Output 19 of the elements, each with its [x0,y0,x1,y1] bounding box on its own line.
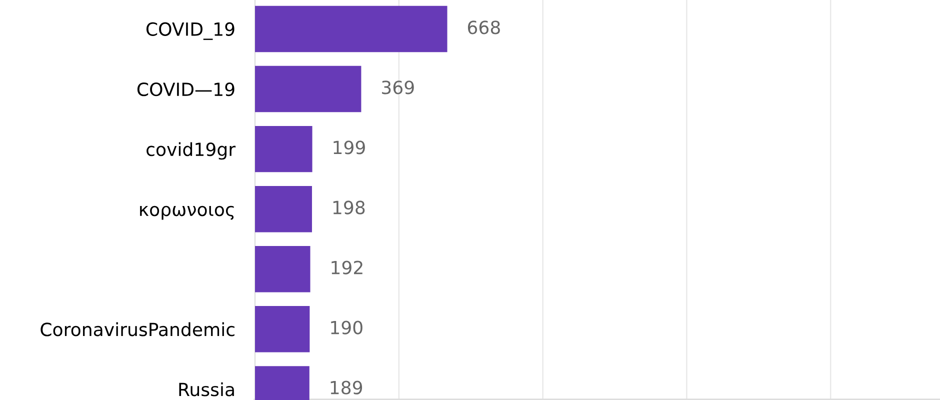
bar [255,306,310,352]
bar [255,246,310,292]
data-label: 192 [332,260,362,274]
data-label: 199 [334,140,365,154]
y-tick-label: COVID—19 [137,82,234,96]
data-label: 190 [331,320,362,334]
y-tick-label: covid19gr [146,142,236,160]
y-tick-label: CoronavirusPandemic [40,322,234,336]
y-tick-label: COVID_19 [146,22,234,40]
bar [255,6,448,52]
y-tick-label: κορωνοιος [140,206,234,220]
y-tick-label: Russia [179,382,234,396]
bar [255,186,312,232]
data-label: 189 [330,380,362,394]
data-label: 198 [333,200,365,214]
bar [255,126,312,172]
bar [255,66,362,112]
data-label: 668 [468,20,500,34]
data-label: 369 [382,80,414,94]
